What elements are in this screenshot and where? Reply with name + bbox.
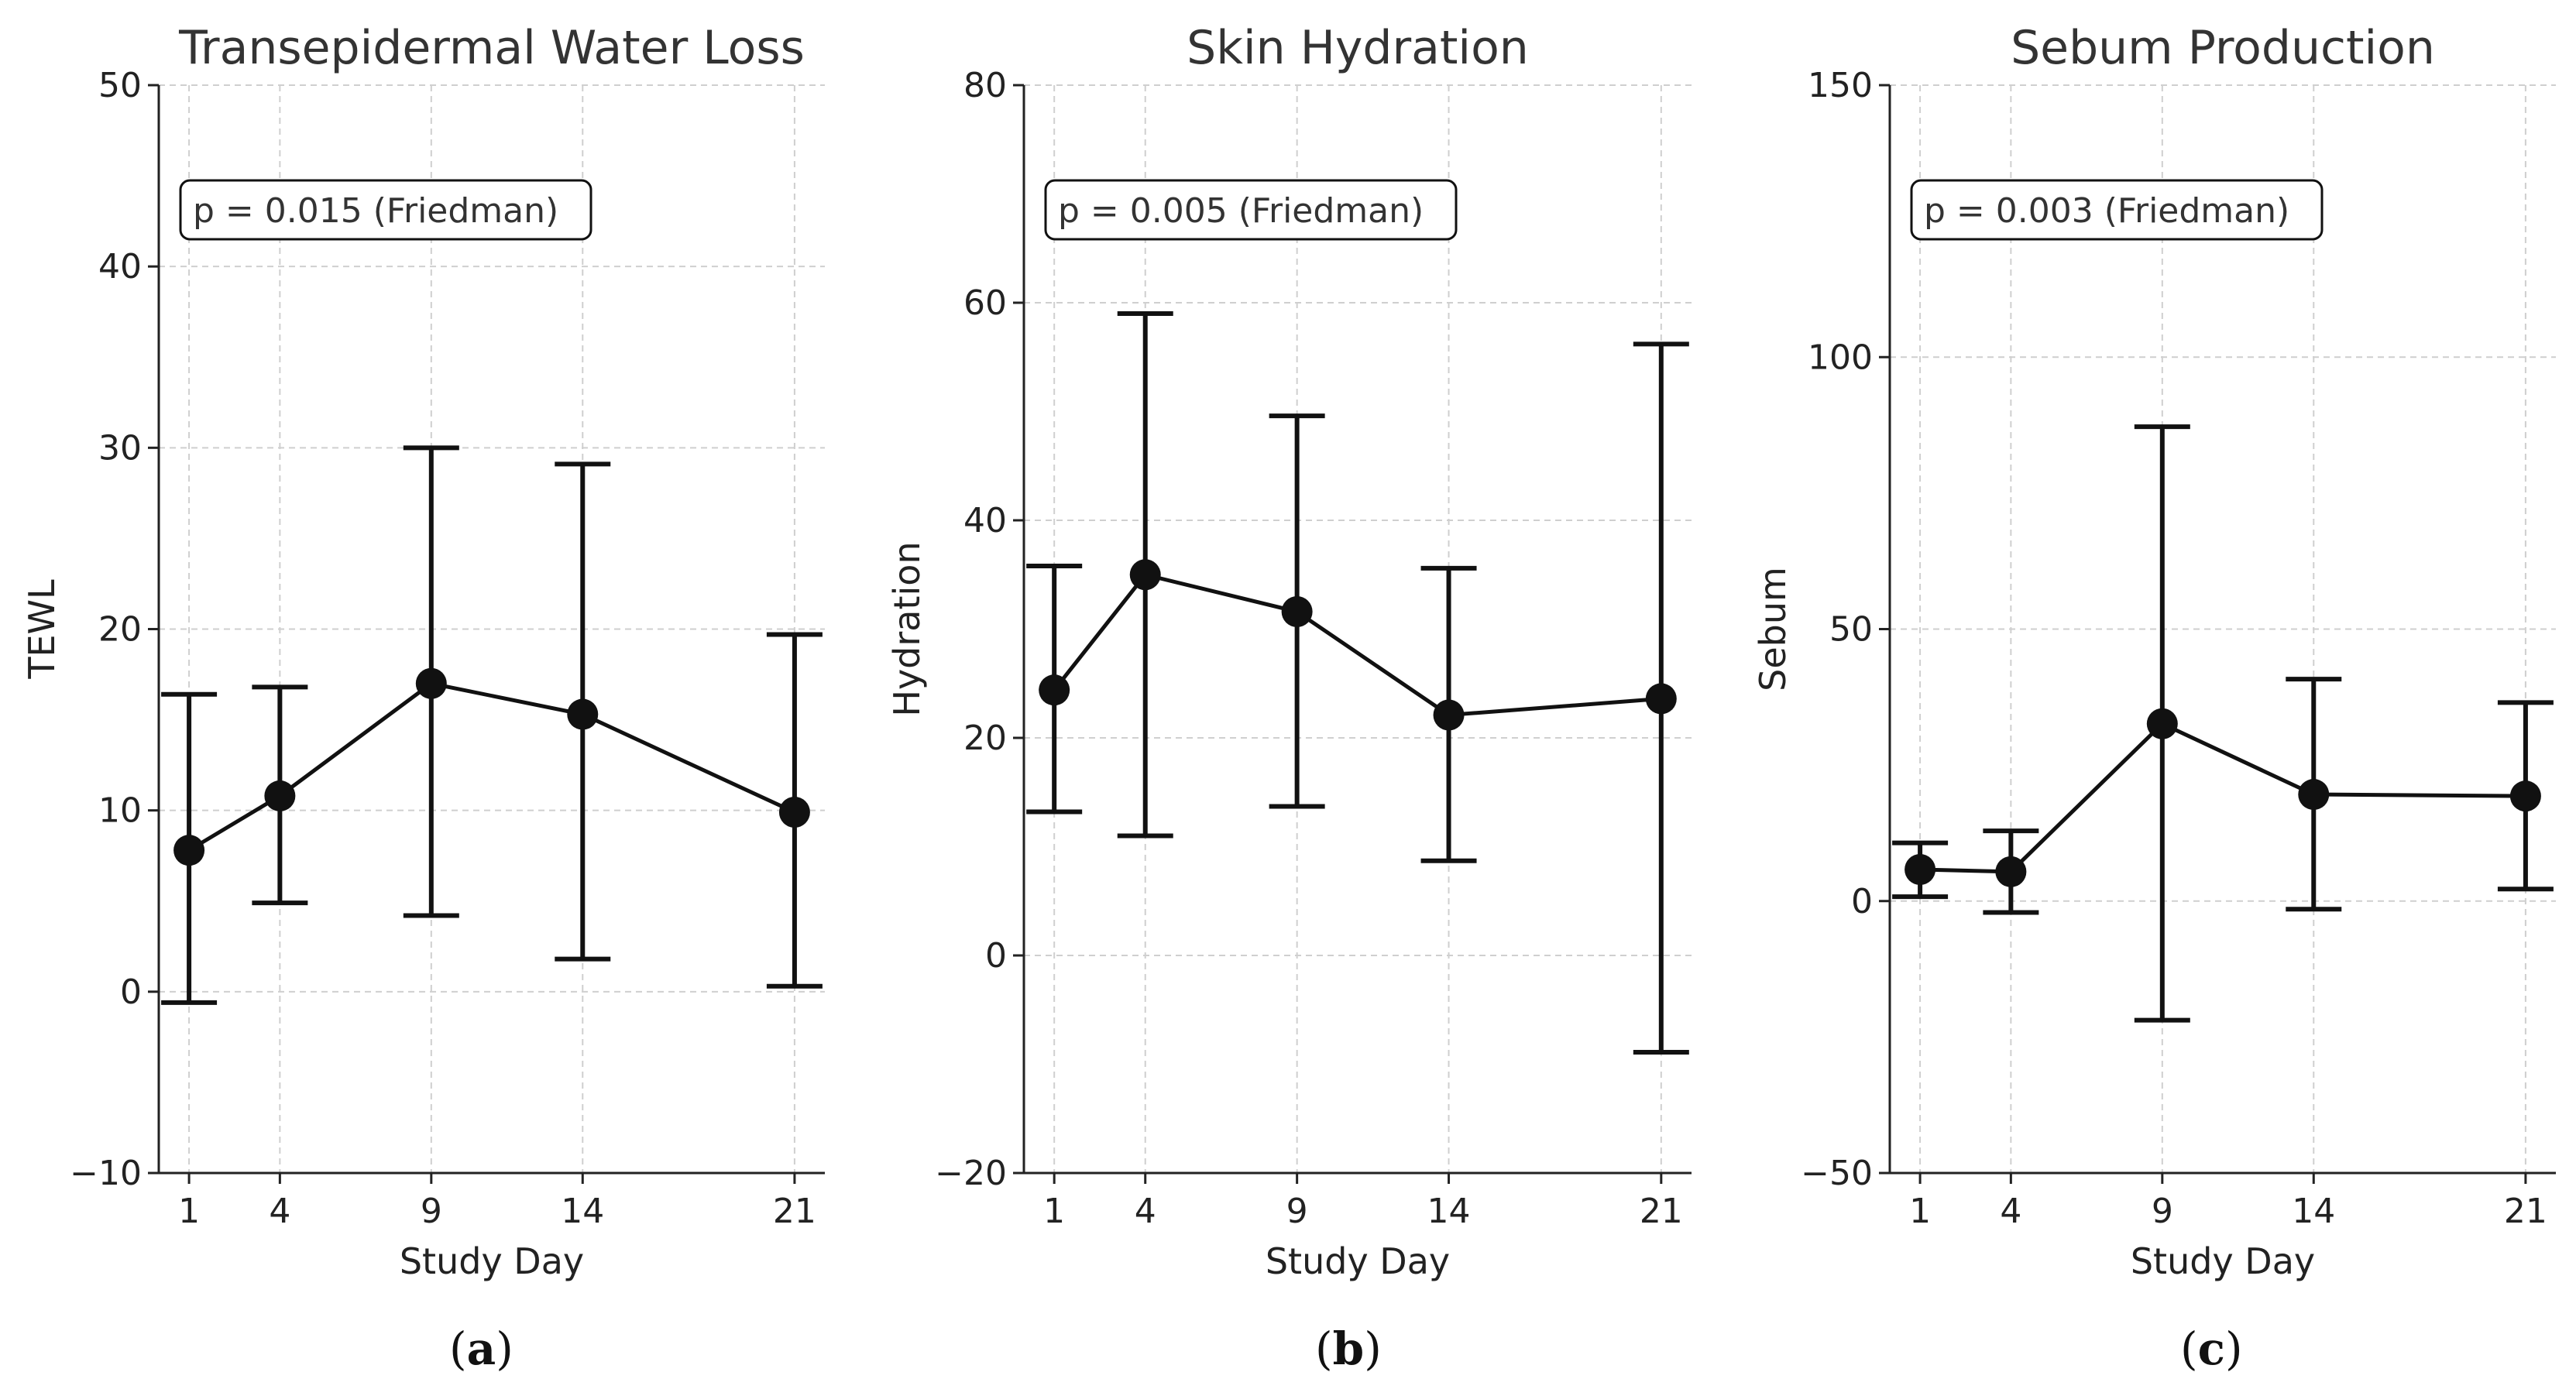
data-point (1645, 683, 1677, 715)
data-point (778, 797, 810, 828)
x-axis-label: Study Day (400, 1240, 584, 1282)
data-point (567, 698, 599, 730)
y-tick-label: 50 (1829, 610, 1873, 650)
y-tick-label: 20 (98, 610, 142, 650)
annotation-box (179, 179, 592, 241)
annotation-text: p = 0.005 (Friedman) (1058, 191, 1424, 231)
x-tick-label: 14 (2292, 1192, 2335, 1231)
y-tick-label: 150 (1808, 66, 1873, 105)
annotation-text: p = 0.015 (Friedman) (193, 191, 558, 231)
y-tick-label: 50 (98, 66, 142, 105)
annotation-box (1910, 179, 2324, 241)
data-point (1433, 699, 1465, 731)
x-tick-label: 21 (773, 1192, 816, 1231)
x-tick-label: 21 (2504, 1192, 2547, 1231)
x-tick-label: 4 (1135, 1192, 1156, 1231)
x-tick-label: 14 (1427, 1192, 1471, 1231)
x-tick-label: 4 (2000, 1192, 2021, 1231)
y-tick-label: 100 (1808, 338, 1873, 377)
panel-label: (b) (1315, 1322, 1382, 1375)
data-point (1039, 674, 1070, 706)
y-tick-label: −50 (1801, 1154, 1873, 1193)
y-tick-label: 0 (120, 972, 142, 1012)
y-tick-label: 40 (98, 247, 142, 286)
x-axis-label: Study Day (2131, 1240, 2315, 1282)
x-tick-label: 9 (2152, 1192, 2173, 1231)
p-value-annotation: p = 0.015 (Friedman) (179, 179, 592, 241)
data-point (173, 835, 205, 866)
y-tick-label: 80 (963, 66, 1007, 105)
x-tick-label: 14 (561, 1192, 604, 1231)
y-axis-label: Hydration (886, 541, 928, 716)
y-tick-label: −20 (935, 1154, 1007, 1193)
data-point (1281, 596, 1313, 628)
data-point (1995, 856, 2027, 887)
y-tick-label: −10 (70, 1154, 142, 1193)
x-tick-label: 1 (178, 1192, 200, 1231)
x-tick-label: 9 (1286, 1192, 1308, 1231)
x-tick-label: 9 (421, 1192, 442, 1231)
data-point (264, 780, 296, 811)
annotation-text: p = 0.003 (Friedman) (1924, 191, 2289, 231)
x-axis-label: Study Day (1266, 1240, 1450, 1282)
p-value-annotation: p = 0.005 (Friedman) (1044, 179, 1458, 241)
data-point (415, 667, 447, 699)
chart-title: Skin Hydration (1187, 21, 1529, 75)
y-tick-label: 30 (98, 428, 142, 468)
x-tick-label: 4 (269, 1192, 290, 1231)
p-value-annotation: p = 0.003 (Friedman) (1910, 179, 2324, 241)
y-tick-label: 60 (963, 283, 1007, 323)
annotation-box (1044, 179, 1458, 241)
data-point (2146, 708, 2178, 739)
y-tick-label: 0 (985, 936, 1007, 976)
chart-title: Sebum Production (2011, 21, 2435, 75)
panel-label: (c) (2180, 1322, 2243, 1375)
x-tick-label: 1 (1909, 1192, 1931, 1231)
chart-title: Transepidermal Water Loss (178, 21, 805, 75)
y-tick-label: 20 (963, 719, 1007, 758)
data-point (2509, 780, 2541, 812)
y-tick-label: 40 (963, 501, 1007, 540)
x-tick-label: 1 (1043, 1192, 1065, 1231)
y-tick-label: 10 (98, 791, 142, 831)
panel-label: (a) (449, 1322, 513, 1375)
data-point (1129, 559, 1161, 591)
y-tick-label: 0 (1851, 882, 1873, 921)
y-axis-label: Sebum (1752, 567, 1794, 691)
y-axis-label: TEWL (21, 579, 63, 680)
data-point (2298, 779, 2330, 811)
x-tick-label: 21 (1640, 1192, 1683, 1231)
data-point (1905, 854, 1936, 886)
